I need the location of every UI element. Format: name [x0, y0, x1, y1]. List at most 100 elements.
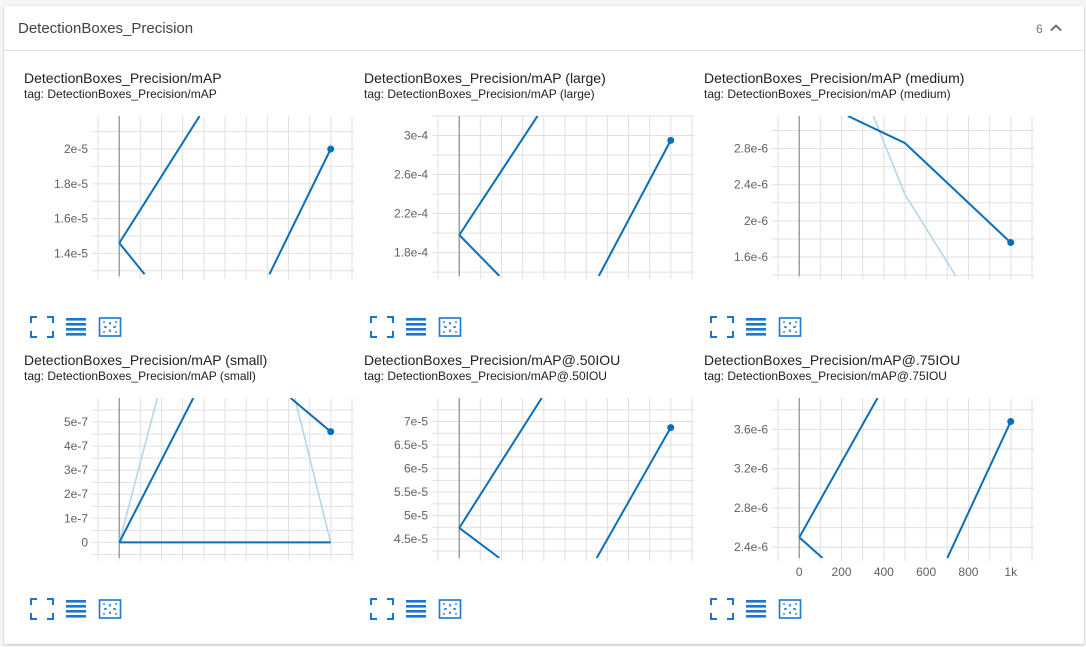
- y-tick-label: 2.6e-4: [394, 168, 428, 182]
- x-tick-label: 800: [958, 565, 978, 579]
- line-chart[interactable]: 0 1e-7 2e-7 3e-7 4e-7 5e-7: [24, 380, 364, 590]
- chart-card: DetectionBoxes_Precision/mAP (large) tag:…: [364, 70, 704, 352]
- chart-toolbar: [370, 598, 490, 620]
- last-value-point: [327, 428, 335, 436]
- fit-domain-icon[interactable]: [438, 316, 462, 338]
- chart-tag: tag: DetectionBoxes_Precision/mAP@.50IOU: [364, 369, 607, 383]
- fullscreen-icon[interactable]: [30, 598, 54, 620]
- last-value-point: [667, 424, 675, 432]
- chart-toolbar: [710, 598, 830, 620]
- panel-header[interactable]: DetectionBoxes_Precision 6: [4, 6, 1084, 51]
- chart-grid-lines: [92, 116, 354, 279]
- y-tick-label: 1.6e-6: [734, 250, 768, 264]
- list-icon[interactable]: [744, 598, 768, 620]
- y-tick-label: 6.5e-5: [394, 438, 428, 452]
- fullscreen-icon[interactable]: [30, 316, 54, 338]
- y-tick-label: 2.4e-6: [734, 178, 768, 192]
- fullscreen-icon[interactable]: [370, 598, 394, 620]
- chart-tag-prefix: tag:: [364, 87, 388, 101]
- last-value-point: [667, 136, 675, 144]
- line-chart[interactable]: 2.4e-6 2.8e-6 3.2e-6 3.6e-6 0 200 400 600 800 1k: [704, 380, 1044, 590]
- y-tick-label: 2e-5: [64, 142, 88, 156]
- panel-chart-count: 6: [1036, 22, 1043, 36]
- series-line-smoothed: [458, 398, 543, 529]
- chart-title: DetectionBoxes_Precision/mAP@.75IOU: [704, 352, 961, 368]
- y-tick-label: 1.8e-5: [54, 177, 88, 191]
- chart-tag-value: DetectionBoxes_Precision/mAP: [47, 87, 217, 101]
- line-chart[interactable]: 1.4e-5 1.6e-5 1.8e-5 2e-5: [24, 98, 364, 308]
- series-line-smoothed: [798, 536, 824, 558]
- chart-title: DetectionBoxes_Precision/mAP (medium): [704, 70, 965, 86]
- series-line-smoothed: [798, 398, 879, 538]
- chart-title: DetectionBoxes_Precision/mAP (small): [24, 352, 268, 368]
- y-tick-label: 1.8e-4: [394, 246, 428, 260]
- chart-tag-prefix: tag:: [704, 87, 728, 101]
- chart-title: DetectionBoxes_Precision/mAP: [24, 70, 222, 86]
- last-value-point: [1007, 239, 1015, 247]
- chart-tag: tag: DetectionBoxes_Precision/mAP (large…: [364, 87, 595, 101]
- list-icon[interactable]: [64, 598, 88, 620]
- series-line-raw: [118, 398, 159, 543]
- line-chart[interactable]: 1.6e-6 2e-6 2.4e-6 2.8e-6: [704, 98, 1044, 308]
- chart-tag-prefix: tag:: [24, 369, 48, 383]
- y-tick-label: 1.6e-5: [54, 212, 88, 226]
- fullscreen-icon[interactable]: [710, 316, 734, 338]
- y-tick-label: 3.2e-6: [734, 462, 768, 476]
- chart-title: DetectionBoxes_Precision/mAP@.50IOU: [364, 352, 621, 368]
- fit-domain-icon[interactable]: [98, 316, 122, 338]
- y-tick-label: 5e-7: [64, 415, 88, 429]
- chart-title: DetectionBoxes_Precision/mAP (large): [364, 70, 606, 86]
- y-tick-label: 5e-5: [404, 509, 428, 523]
- y-tick-label: 1.4e-5: [54, 246, 88, 260]
- list-icon[interactable]: [744, 316, 768, 338]
- series-line-smoothed: [118, 116, 201, 244]
- y-tick-label: 7e-5: [404, 415, 428, 429]
- series-line-smoothed: [118, 398, 195, 543]
- fit-domain-icon[interactable]: [438, 598, 462, 620]
- y-tick-label: 4e-7: [64, 439, 88, 453]
- series-line-smoothed: [946, 421, 1012, 558]
- series-line-smoothed: [268, 148, 332, 275]
- chart-tag-prefix: tag:: [24, 87, 48, 101]
- chart-tag-prefix: tag:: [364, 369, 388, 383]
- line-chart[interactable]: 1.8e-4 2.2e-4 2.6e-4 3e-4: [364, 98, 704, 308]
- chart-card: DetectionBoxes_Precision/mAP (small) tag:…: [24, 352, 364, 634]
- chart-toolbar: [30, 598, 150, 620]
- chart-card: DetectionBoxes_Precision/mAP (medium) tag…: [704, 70, 1044, 352]
- chart-toolbar: [370, 316, 490, 338]
- chart-tag-value: DetectionBoxes_Precision/mAP (medium): [727, 87, 951, 101]
- series-line-raw: [872, 116, 957, 276]
- panel-title: DetectionBoxes_Precision: [18, 20, 194, 37]
- chart-tag-value: DetectionBoxes_Precision/mAP@.50IOU: [387, 369, 607, 383]
- y-tick-label: 2.4e-6: [734, 540, 768, 554]
- y-tick-label: 5.5e-5: [394, 485, 428, 499]
- fit-domain-icon[interactable]: [778, 316, 802, 338]
- fit-domain-icon[interactable]: [778, 598, 802, 620]
- y-tick-label: 3e-7: [64, 463, 88, 477]
- fullscreen-icon[interactable]: [370, 316, 394, 338]
- y-tick-label: 1e-7: [64, 511, 88, 525]
- chart-grid-lines: [772, 116, 1034, 279]
- list-icon[interactable]: [404, 598, 428, 620]
- chart-tag-value: DetectionBoxes_Precision/mAP (large): [387, 87, 595, 101]
- chart-tag-prefix: tag:: [704, 369, 728, 383]
- x-tick-label: 200: [832, 565, 852, 579]
- chevron-up-icon[interactable]: [1048, 20, 1064, 36]
- series-line-smoothed: [847, 116, 1012, 244]
- fullscreen-icon[interactable]: [710, 598, 734, 620]
- y-tick-label: 4.5e-5: [394, 532, 428, 546]
- series-line-smoothed: [118, 242, 146, 275]
- list-icon[interactable]: [404, 316, 428, 338]
- chart-tag: tag: DetectionBoxes_Precision/mAP (small…: [24, 369, 256, 383]
- fit-domain-icon[interactable]: [98, 598, 122, 620]
- y-tick-label: 0: [81, 535, 88, 549]
- series-line-raw: [294, 398, 332, 543]
- chart-card: DetectionBoxes_Precision/mAP@.50IOU tag: …: [364, 352, 704, 634]
- series-line-smoothed: [458, 116, 539, 236]
- x-tick-label: 1k: [1004, 565, 1018, 579]
- y-tick-label: 2.2e-4: [394, 207, 428, 221]
- last-value-point: [1007, 418, 1015, 426]
- line-chart[interactable]: 4.5e-5 5e-5 5.5e-5 6e-5 6.5e-5 7e-5: [364, 380, 704, 590]
- chart-grid-lines: [432, 115, 694, 279]
- list-icon[interactable]: [64, 316, 88, 338]
